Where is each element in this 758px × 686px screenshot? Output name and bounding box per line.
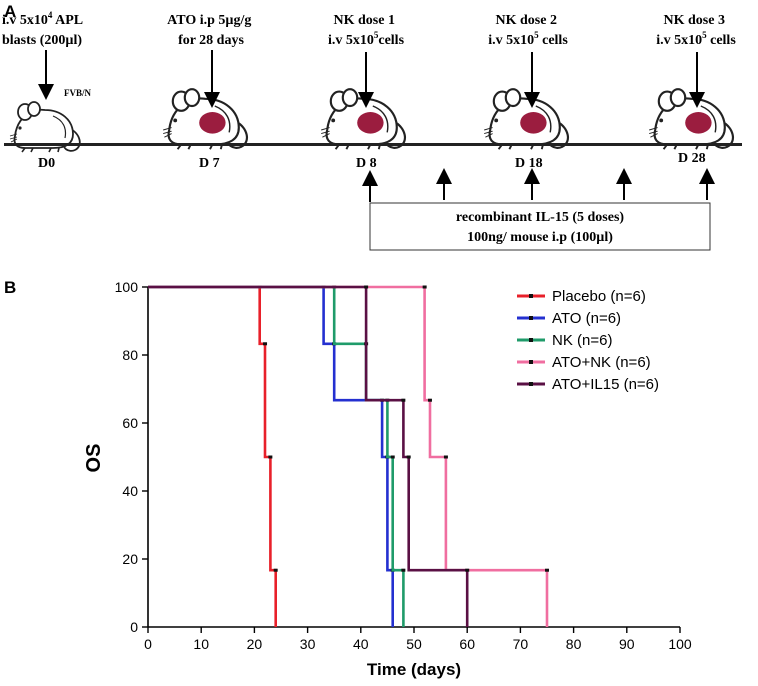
legend-label-1: ATO (n=6): [552, 310, 621, 327]
day-label-d0: D0: [38, 156, 55, 171]
legend-marker: [529, 338, 533, 342]
legend-marker: [529, 360, 533, 364]
step-marker: [263, 342, 268, 346]
step-marker: [268, 455, 273, 459]
step-marker: [545, 568, 549, 572]
il15-line2: 100ng/ mouse i.p (100µl): [467, 230, 613, 245]
x-tick-label: 70: [513, 636, 529, 652]
legend-marker: [529, 382, 533, 386]
km-chart: 0 10 20 30 40 50 60 70 80 90 100 0 20 40 60 80 100 Place…: [83, 279, 692, 679]
survival-curve-4: [148, 285, 469, 627]
legend-label-4: ATO+IL15 (n=6): [552, 376, 659, 393]
x-tick-label: 10: [193, 636, 209, 652]
il15-box: [369, 202, 711, 251]
y-tick-label: 40: [122, 483, 138, 499]
x-tick-label: 0: [144, 636, 152, 652]
step-d7-text: ATO i.p 5µg/g for 28 days: [167, 13, 255, 48]
legend-label-3: ATO+NK (n=6): [552, 354, 651, 371]
y-axis-label: OS: [83, 444, 105, 473]
il15-line1: recombinant IL-15 (5 doses): [456, 210, 624, 225]
x-tick-label: 90: [619, 636, 635, 652]
step-marker: [406, 455, 411, 459]
day-label-d8: D 8: [356, 156, 377, 171]
x-tick-label: 40: [353, 636, 369, 652]
chart-axes: 0 10 20 30 40 50 60 70 80 90 100 0 20 40 60 80 100: [115, 279, 692, 652]
chart-curves: [148, 285, 549, 627]
step-d18-text: NK dose 2 i.v 5x105 cells: [488, 13, 568, 48]
y-tick-label: 80: [122, 347, 138, 363]
step-marker: [443, 455, 448, 459]
mouse-d8: [320, 88, 407, 151]
survival-curve-0: [148, 285, 277, 627]
day-label-d7: D 7: [199, 156, 220, 171]
legend-marker: [529, 294, 533, 298]
step-marker: [401, 568, 406, 572]
mouse-d28: [648, 88, 735, 151]
down-arrows: [38, 50, 705, 108]
x-tick-label: 50: [406, 636, 422, 652]
panel-a-label: A: [4, 2, 16, 21]
y-tick-label: 100: [115, 279, 139, 295]
y-tick-label: 20: [122, 551, 138, 567]
mouse-d18: [483, 88, 570, 151]
x-tick-label: 20: [247, 636, 263, 652]
step-marker: [427, 398, 432, 402]
x-tick-label: 100: [668, 636, 692, 652]
step-marker: [465, 568, 470, 572]
strain-label: FVB/N: [64, 88, 92, 98]
x-tick-label: 60: [459, 636, 475, 652]
survival-curve-3: [148, 285, 549, 627]
x-tick-label: 80: [566, 636, 582, 652]
y-tick-label: 0: [130, 619, 138, 635]
mouse-d7: [162, 88, 249, 151]
step-marker: [273, 568, 278, 572]
step-marker: [390, 455, 395, 459]
legend-label-0: Placebo (n=6): [552, 288, 646, 305]
up-arrows: [362, 168, 715, 202]
step-marker: [364, 285, 369, 289]
panel-b-label: B: [4, 278, 16, 297]
chart-legend: Placebo (n=6) ATO (n=6) NK (n=6) ATO+NK (n=…: [517, 288, 659, 393]
timeline-bar: [4, 143, 742, 146]
x-tick-label: 30: [300, 636, 316, 652]
day-label-d18: D 18: [515, 156, 543, 171]
day-label-d28: D 28: [678, 151, 706, 166]
legend-label-2: NK (n=6): [552, 332, 612, 349]
legend-marker: [529, 316, 533, 320]
x-axis-label: Time (days): [367, 660, 461, 679]
step-marker: [422, 285, 427, 289]
y-tick-label: 60: [122, 415, 138, 431]
step-marker: [401, 398, 406, 402]
step-d8-text: NK dose 1 i.v 5x105cells: [328, 13, 405, 48]
step-d0-text: i.v 5x104 APL blasts (200µl): [2, 10, 86, 48]
step-d28-text: NK dose 3 i.v 5x105 cells: [656, 13, 736, 48]
